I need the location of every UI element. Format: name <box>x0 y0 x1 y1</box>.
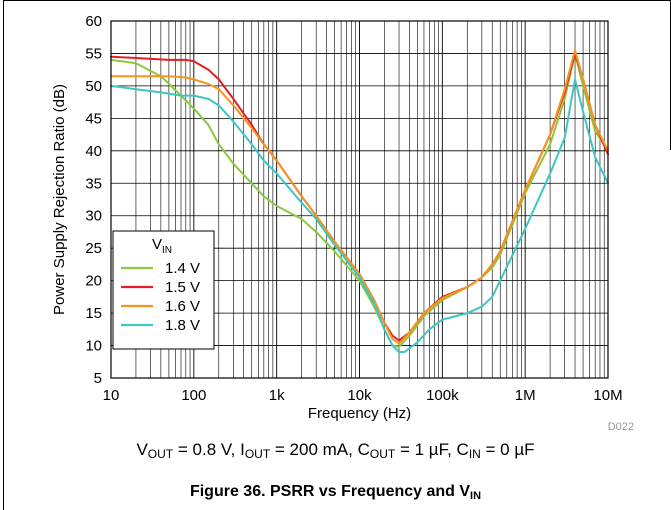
y-tick-label: 40 <box>85 143 102 160</box>
cin-subscript: IN <box>468 447 481 461</box>
legend-label: 1.8 V <box>165 317 200 334</box>
y-tick-label: 10 <box>85 338 102 355</box>
legend-label: 1.6 V <box>165 298 200 315</box>
figure-id: D022 <box>608 421 634 433</box>
figure-caption: Figure 36. PSRR vs Frequency and VIN <box>0 483 671 502</box>
y-axis-label: Power Supply Rejection Ratio (dB) <box>51 84 68 315</box>
y-tick-label: 50 <box>85 78 102 95</box>
series-line <box>110 78 609 353</box>
cout-symbol: C <box>357 440 370 459</box>
y-tick-label: 45 <box>85 110 102 127</box>
y-tick-label: 15 <box>85 305 102 322</box>
y-tick-label: 25 <box>85 240 102 257</box>
caption-text: Figure 36. PSRR vs Frequency and V <box>189 483 471 500</box>
y-tick-label: 30 <box>85 208 102 225</box>
cin-symbol: C <box>456 440 469 459</box>
series-line <box>110 49 609 345</box>
legend-box <box>112 230 215 350</box>
legend-label: 1.5 V <box>165 279 200 296</box>
chart-series <box>110 49 609 353</box>
legend-title-subscript: IN <box>162 245 172 256</box>
vout-symbol: V <box>136 440 148 459</box>
legend-label: 1.4 V <box>165 260 200 277</box>
x-tick-label: 100 <box>181 387 206 404</box>
x-tick-labels: 10 100 1k 10k 100k 1M 10M <box>103 387 623 404</box>
y-tick-labels: 5 10 15 20 25 30 35 40 45 50 55 60 <box>85 13 102 387</box>
y-tick-label: 20 <box>85 273 102 290</box>
x-tick-label: 10k <box>347 387 372 404</box>
cin-value: = 0 µF <box>480 440 535 459</box>
page-frame-top <box>3 0 671 1</box>
iout-subscript: OUT <box>244 447 271 461</box>
iout-value: = 200 mA, <box>270 440 358 459</box>
cout-subscript: OUT <box>369 447 396 461</box>
y-tick-label: 35 <box>85 175 102 192</box>
cout-value: = 1 µF, <box>395 440 457 459</box>
x-axis-label: Frequency (Hz) <box>308 405 411 422</box>
vout-value: = 0.8 V, <box>173 440 241 459</box>
y-tick-label: 5 <box>94 370 102 387</box>
x-tick-label: 1k <box>269 387 285 404</box>
x-tick-label: 1M <box>515 387 536 404</box>
vout-subscript: OUT <box>147 447 174 461</box>
page-frame-left <box>3 0 4 510</box>
caption-subscript: IN <box>470 490 482 502</box>
x-tick-label: 10M <box>593 387 622 404</box>
test-conditions: VOUT = 0.8 V, IOUT = 200 mA, COUT = 1 µF… <box>0 440 671 461</box>
y-tick-label: 55 <box>85 45 102 62</box>
iout-symbol: I <box>240 440 245 459</box>
plot-border <box>110 20 609 379</box>
x-tick-label: 10 <box>103 387 120 404</box>
x-tick-label: 100k <box>426 387 459 404</box>
y-tick-label: 60 <box>85 13 102 30</box>
